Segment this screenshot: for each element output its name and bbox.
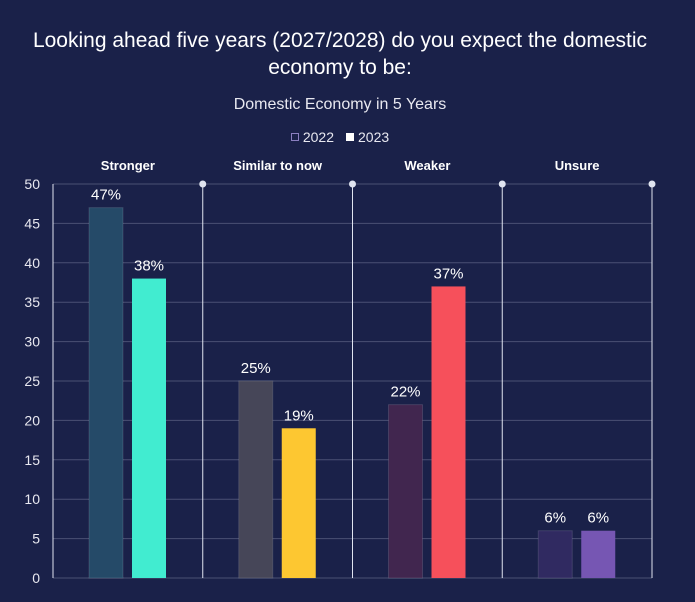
bar-2023-0[interactable] xyxy=(132,278,166,578)
panel-divider-marker xyxy=(498,180,506,188)
legend-label-2022: 2022 xyxy=(302,129,334,145)
category-label: Stronger xyxy=(101,158,155,173)
y-tick-label: 25 xyxy=(24,373,40,389)
y-tick-label: 5 xyxy=(32,531,40,547)
data-label-2023-1: 19% xyxy=(284,407,314,424)
category-label: Similar to now xyxy=(233,158,323,173)
bar-2023-1[interactable] xyxy=(281,428,316,578)
y-tick-label: 35 xyxy=(24,294,40,310)
category-label: Unsure xyxy=(555,158,600,173)
legend-item-2022[interactable]: 2022 xyxy=(290,129,334,145)
bar-2022-0[interactable] xyxy=(88,207,124,579)
panel-divider-marker xyxy=(199,180,207,188)
legend-swatch-2022 xyxy=(290,133,299,141)
data-label-2023-0: 38% xyxy=(134,258,164,275)
panel-divider-marker xyxy=(349,180,356,188)
y-tick-label: 40 xyxy=(24,255,40,271)
data-label-2022-2: 22% xyxy=(390,384,420,401)
y-tick-label: 15 xyxy=(24,452,40,468)
data-label-2022-0: 47% xyxy=(91,187,121,204)
bar-2023-2[interactable] xyxy=(431,286,466,578)
bar-2022-1[interactable] xyxy=(238,380,274,579)
data-label-2022-1: 25% xyxy=(241,360,271,377)
chart-title: Looking ahead five years (2027/2028) do … xyxy=(32,29,648,79)
bar-2022-3[interactable] xyxy=(537,530,573,579)
panel-divider-marker xyxy=(648,180,656,188)
data-label-2022-3: 6% xyxy=(544,510,566,527)
legend-item-2023[interactable]: 2023 xyxy=(346,129,389,145)
y-tick-label: 20 xyxy=(24,412,40,428)
y-tick-label: 10 xyxy=(24,491,40,507)
y-tick-label: 30 xyxy=(24,334,40,350)
bar-2022-2[interactable] xyxy=(388,404,423,579)
y-tick-label: 50 xyxy=(24,176,40,192)
y-tick-label: 45 xyxy=(24,215,40,231)
category-label: Weaker xyxy=(404,158,450,173)
bar-layer xyxy=(88,207,616,579)
chart-subtitle: Domestic Economy in 5 Years xyxy=(233,96,447,113)
label-layer: Stronger Similar to now Weaker Unsure 47% 25%… xyxy=(91,158,609,527)
data-label-2023-3: 6% xyxy=(587,510,609,527)
legend-swatch-2023 xyxy=(346,133,354,141)
data-label-2023-2: 37% xyxy=(433,265,463,282)
bar-2023-3[interactable] xyxy=(581,530,616,578)
legend-label-2023: 2023 xyxy=(358,129,390,145)
y-tick-label: 0 xyxy=(32,570,40,586)
legend: 2022 2023 xyxy=(0,129,680,145)
